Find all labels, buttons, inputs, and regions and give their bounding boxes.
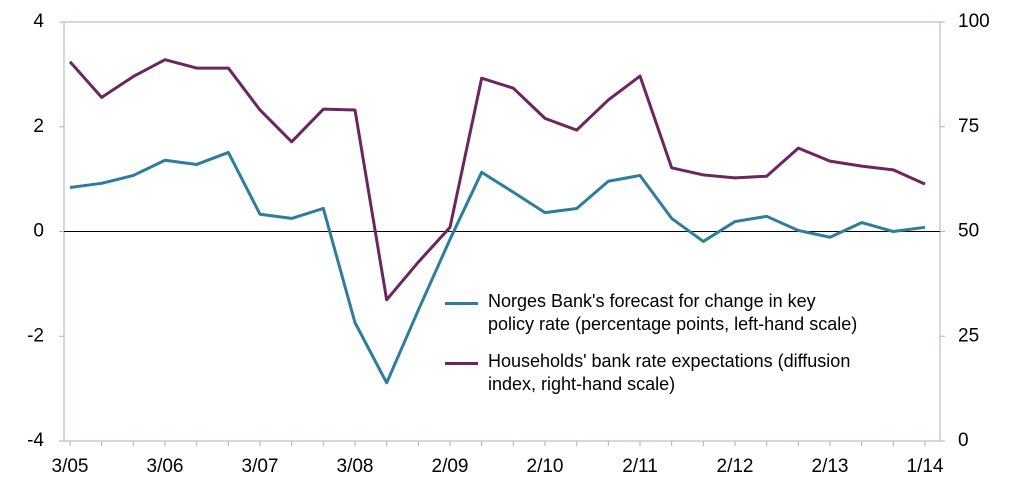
x-tick-label: 2/09 <box>432 456 469 477</box>
legend: Norges Bank's forecast for change in key… <box>445 290 857 410</box>
legend-item: Norges Bank's forecast for change in key… <box>445 290 857 336</box>
y-tick-label: 2 <box>33 116 44 137</box>
x-tick-label: 3/06 <box>147 456 184 477</box>
y-tick-label: -2 <box>27 325 44 346</box>
series-line <box>69 150 926 385</box>
legend-label: Norges Bank's forecast for change in key… <box>488 291 858 334</box>
x-tick-label: 2/10 <box>527 456 564 477</box>
y2-tick-label: 75 <box>958 116 979 137</box>
y-tick-label: 4 <box>33 11 44 32</box>
x-tick-label: 2/12 <box>717 456 754 477</box>
y2-tick-label: 100 <box>958 11 990 32</box>
x-tick-label: 3/07 <box>242 456 279 477</box>
legend-item: Households' bank rate expectations (diff… <box>445 350 857 396</box>
y-tick-label: 0 <box>33 221 44 242</box>
x-tick-label: 1/14 <box>907 456 944 477</box>
y2-tick-label: 0 <box>958 430 969 451</box>
y2-tick-label: 50 <box>958 221 979 242</box>
legend-swatch <box>445 302 478 305</box>
x-tick-label: 3/05 <box>52 456 89 477</box>
series-line <box>68 58 926 302</box>
legend-label: Households' bank rate expectations (diff… <box>488 351 851 394</box>
y2-tick-label: 25 <box>958 325 979 346</box>
x-tick-label: 3/08 <box>337 456 374 477</box>
legend-swatch <box>445 362 478 365</box>
x-tick-label: 2/11 <box>622 456 658 477</box>
x-tick-label: 2/13 <box>812 456 849 477</box>
y-tick-label: -4 <box>27 430 44 451</box>
